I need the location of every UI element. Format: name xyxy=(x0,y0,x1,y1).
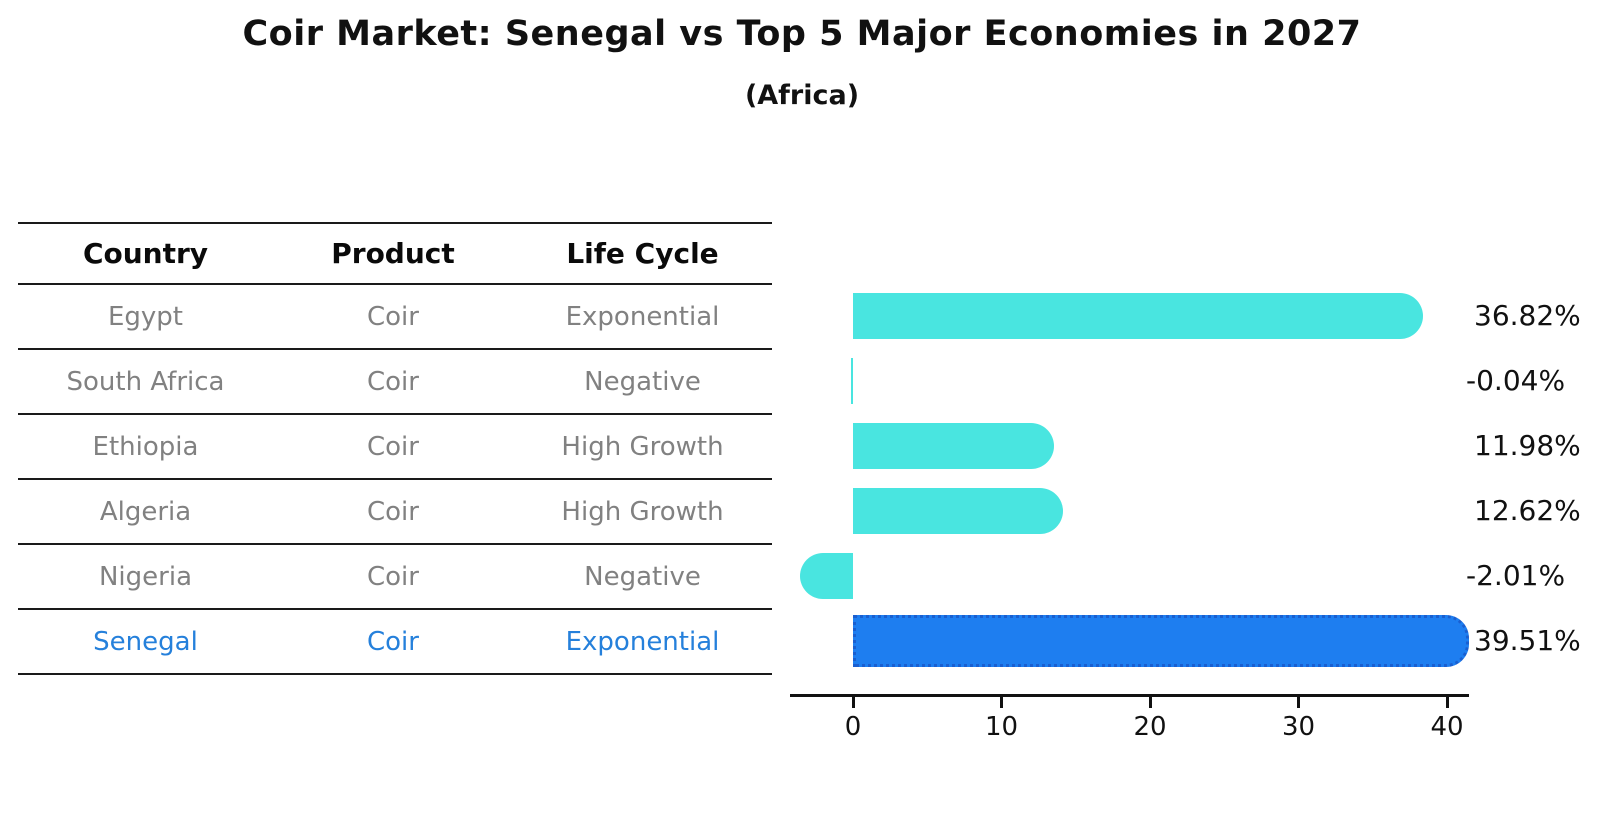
table-header-country: Country xyxy=(82,237,209,270)
x-axis-line xyxy=(790,694,1469,697)
table-row-south-africa: South Africa Coir Negative xyxy=(18,350,772,415)
x-axis-tick-label: 40 xyxy=(1430,712,1464,742)
table-cell-product: Coir xyxy=(367,301,419,332)
bar-value-label: 11.98% xyxy=(1474,428,1581,462)
country-table: Country Product Life Cycle Egypt Coir Expo… xyxy=(18,222,772,675)
x-axis-tick xyxy=(1445,697,1449,708)
table-header-lifecycle: Life Cycle xyxy=(566,237,719,270)
table-cell-country: Ethiopia xyxy=(92,431,199,462)
table-cell-product: Coir xyxy=(367,561,419,592)
x-axis-tick-label: 20 xyxy=(1133,712,1167,742)
bar-ethiopia xyxy=(853,422,1054,469)
table-cell-product: Coir xyxy=(367,496,419,527)
x-axis-tick xyxy=(1148,697,1152,708)
table-row-algeria: Algeria Coir High Growth xyxy=(18,480,772,545)
table-cell-lifecycle: High Growth xyxy=(561,431,724,462)
x-axis-tick-label: 10 xyxy=(984,712,1019,742)
bar-value-label: -2.01% xyxy=(1466,558,1566,592)
table-header-product: Product xyxy=(331,237,455,270)
bar-value-label: 39.51% xyxy=(1474,623,1581,657)
table-row-nigeria: Nigeria Coir Negative xyxy=(18,545,772,610)
table-cell-lifecycle: Negative xyxy=(584,561,701,592)
table-cell-country: Egypt xyxy=(107,301,184,332)
bar-nigeria xyxy=(800,552,853,599)
table-header-row: Country Product Life Cycle xyxy=(18,224,772,285)
table-row-ethiopia: Ethiopia Coir High Growth xyxy=(18,415,772,480)
table-cell-country: Algeria xyxy=(99,496,192,527)
table-cell-lifecycle: Negative xyxy=(584,366,701,397)
bar-senegal xyxy=(853,614,1469,667)
table-cell-product: Coir xyxy=(367,366,419,397)
chart-title: Coir Market: Senegal vs Top 5 Major Econ… xyxy=(242,14,1362,54)
x-axis-tick-label: 30 xyxy=(1281,712,1316,742)
bar-value-label: -0.04% xyxy=(1466,363,1566,397)
chart-subtitle: (Africa) xyxy=(744,80,860,111)
table-cell-lifecycle: Exponential xyxy=(565,301,720,332)
x-axis-tick-label: 0 xyxy=(844,712,862,742)
table-cell-product: Coir xyxy=(367,431,419,462)
table-row-egypt: Egypt Coir Exponential xyxy=(18,285,772,350)
bar-south-africa xyxy=(851,357,853,404)
x-axis-tick xyxy=(1000,697,1003,708)
bar-value-label: 12.62% xyxy=(1474,493,1581,527)
bar-egypt xyxy=(853,292,1423,339)
table-cell-lifecycle: High Growth xyxy=(561,496,724,527)
table-cell-country: South Africa xyxy=(66,366,225,397)
table-cell-lifecycle: Exponential xyxy=(565,626,720,657)
table-cell-country: Nigeria xyxy=(98,561,193,592)
table-cell-product: Coir xyxy=(367,626,419,657)
table-body: Egypt Coir Exponential South Africa Coir Nega… xyxy=(18,285,772,675)
bar-algeria xyxy=(853,487,1064,534)
bar-value-label: 36.82% xyxy=(1474,298,1581,332)
x-axis-tick xyxy=(851,697,855,708)
table-cell-country: Senegal xyxy=(93,626,198,657)
x-axis-tick xyxy=(1297,697,1300,708)
table-row-senegal: Senegal Coir Exponential xyxy=(18,610,772,675)
